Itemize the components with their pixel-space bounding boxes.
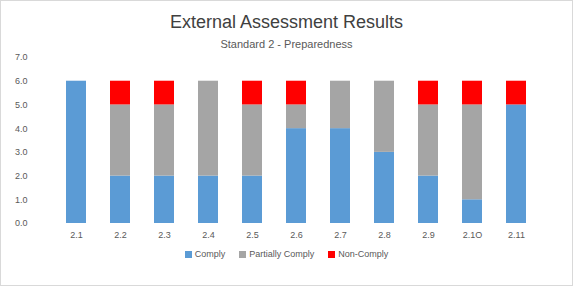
svg-text:6.0: 6.0 xyxy=(15,76,28,86)
svg-text:2.9: 2.9 xyxy=(422,230,435,240)
svg-text:4.0: 4.0 xyxy=(15,124,28,134)
svg-text:2.2: 2.2 xyxy=(114,230,127,240)
svg-text:2.6: 2.6 xyxy=(290,230,303,240)
svg-text:0.0: 0.0 xyxy=(15,218,28,228)
html-text:Standard 2 - Preparedness: Standard 2 - Preparedness xyxy=(220,38,353,50)
svg-text:5.0: 5.0 xyxy=(15,100,28,110)
html-text:Comply: Comply xyxy=(194,249,226,259)
html-text:Partially Comply: Partially Comply xyxy=(249,249,315,259)
svg-text:2.11: 2.11 xyxy=(508,230,525,240)
svg-text:1.0: 1.0 xyxy=(15,195,28,205)
svg-text:7.0: 7.0 xyxy=(15,52,28,62)
svg-text:2.8: 2.8 xyxy=(378,230,391,240)
html-text:Non-Comply: Non-Comply xyxy=(338,249,389,259)
svg-text:2.3: 2.3 xyxy=(158,230,171,240)
html-text:External Assessment Results: External Assessment Results xyxy=(169,12,403,32)
svg-text:2.1O: 2.1O xyxy=(463,230,483,240)
svg-text:2.5: 2.5 xyxy=(246,230,259,240)
svg-text:2.1: 2.1 xyxy=(70,230,83,240)
svg-text:2.0: 2.0 xyxy=(15,171,28,181)
svg-text:3.0: 3.0 xyxy=(15,147,28,157)
svg-text:2.4: 2.4 xyxy=(202,230,215,240)
svg-text:2.7: 2.7 xyxy=(334,230,347,240)
